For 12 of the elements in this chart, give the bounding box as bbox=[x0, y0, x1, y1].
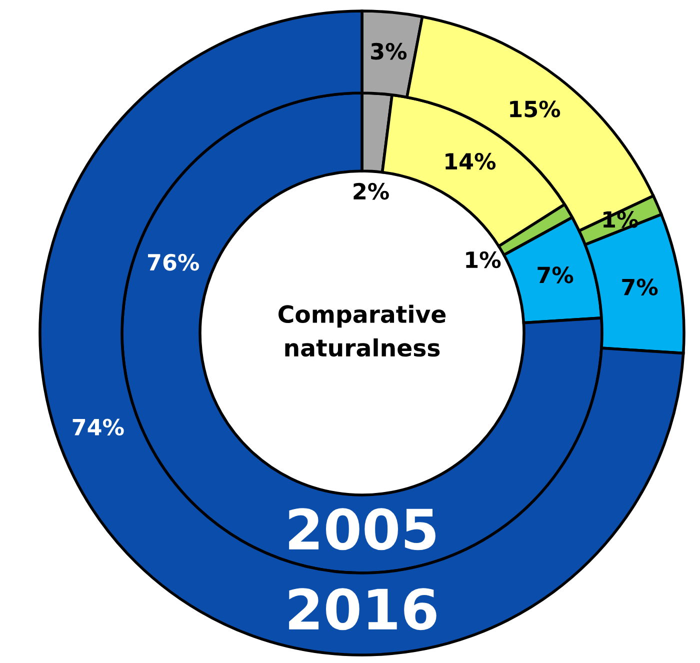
slice-label: 2016 bbox=[289, 588, 436, 630]
data-label: 76% bbox=[148, 254, 200, 271]
data-label: 74% bbox=[72, 418, 124, 436]
text: Comparative naturalness bbox=[278, 304, 446, 357]
data-label: 1% bbox=[466, 251, 501, 268]
data-label: 7% bbox=[538, 266, 574, 284]
slice-label: 2005 bbox=[289, 508, 436, 550]
data-label: 2% bbox=[354, 182, 389, 200]
data-label: 3% bbox=[371, 42, 407, 60]
data-label: 15% bbox=[510, 100, 560, 118]
data-label: 7% bbox=[622, 278, 658, 296]
data-label: 14% bbox=[446, 152, 496, 170]
